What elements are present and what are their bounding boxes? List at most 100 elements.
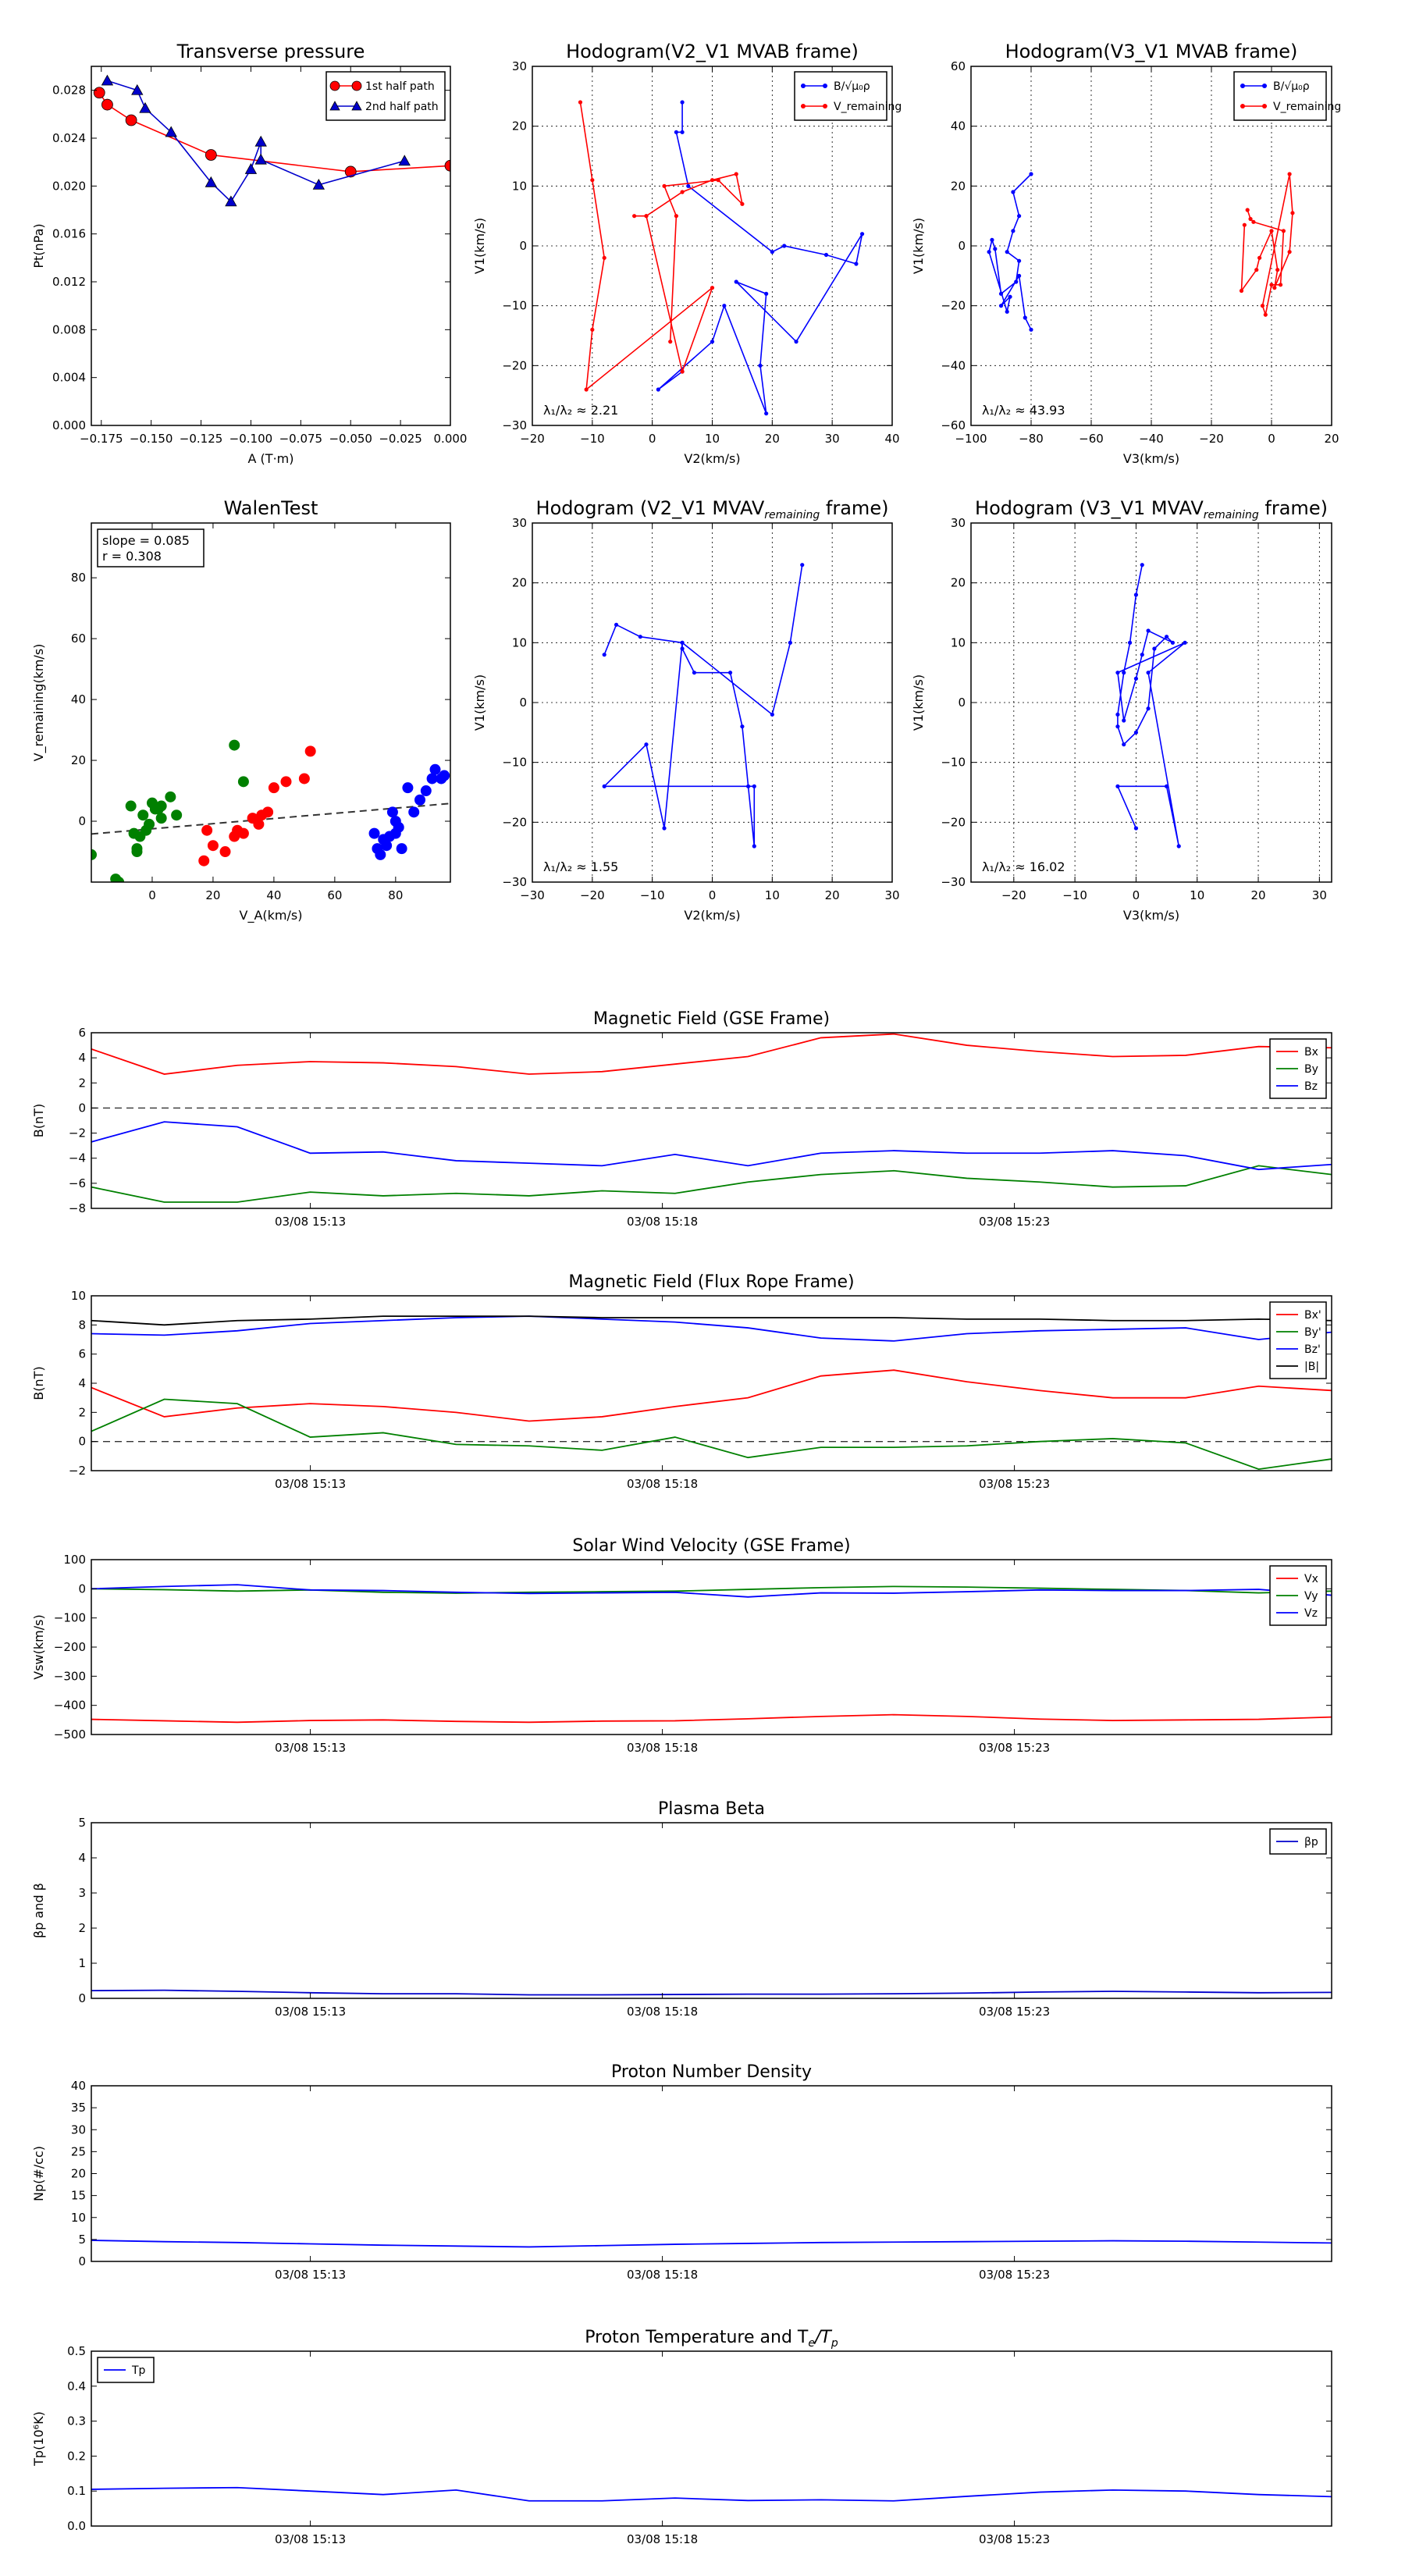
legend-label: Vy [1304, 1590, 1318, 1603]
y-tick-label: 20 [71, 753, 86, 767]
x-tick-label: 30 [884, 888, 899, 902]
data-point [1248, 216, 1253, 222]
legend-label: 1st half path [365, 80, 435, 93]
y-tick-label: 30 [71, 2122, 86, 2137]
x-tick-label: 03/08 15:23 [979, 2268, 1050, 2282]
x-tick-label: 03/08 15:18 [627, 1215, 698, 1229]
y-tick-label: 4 [78, 1051, 86, 1065]
x-axis-label: V3(km/s) [1123, 451, 1179, 466]
data-point [794, 340, 799, 344]
data-point [165, 791, 176, 802]
x-tick-label: −0.075 [279, 432, 323, 446]
y-tick-label: 35 [71, 2101, 86, 2115]
data-point [414, 794, 426, 806]
data-point [396, 843, 407, 855]
x-tick-label: 20 [825, 888, 840, 902]
data-point [680, 100, 685, 105]
x-tick-label: 03/08 15:18 [627, 1477, 698, 1491]
y-tick-label: 1 [78, 1956, 86, 1970]
data-point [854, 262, 859, 266]
data-point [386, 806, 398, 818]
data-point [1115, 784, 1120, 788]
data-point [632, 214, 637, 219]
data-point [1023, 315, 1027, 320]
data-point [91, 849, 97, 860]
y-tick-label: −10 [502, 299, 527, 313]
data-point [225, 195, 237, 207]
legend-marker [1240, 104, 1245, 109]
legend-marker [351, 80, 362, 91]
data-point [254, 153, 267, 165]
legend-marker [1262, 104, 1267, 109]
data-point [770, 250, 774, 254]
y-tick-label: 0 [78, 1991, 86, 2005]
plot-frame [970, 522, 1332, 883]
x-tick-label: 03/08 15:18 [627, 1741, 698, 1755]
y-tick-label: −20 [502, 358, 527, 372]
data-point [1005, 309, 1009, 314]
series-line-0 [603, 564, 803, 847]
data-point [752, 784, 756, 788]
legend-marker [1240, 84, 1245, 88]
data-point [262, 806, 274, 818]
x-tick-label: 20 [1324, 432, 1339, 446]
series-line-Tp [91, 2486, 1332, 2502]
data-point [602, 255, 606, 260]
y-tick-label: 60 [71, 632, 86, 646]
data-point [1122, 718, 1126, 723]
x-tick-label: −20 [520, 432, 545, 446]
data-point [1251, 219, 1256, 224]
y-axis-label: Pt(nPa) [31, 223, 46, 268]
data-point [1122, 742, 1126, 747]
y-tick-label: 2 [78, 1076, 86, 1090]
data-point [662, 183, 667, 188]
chart-title: Proton Temperature and Te/Tp [585, 2328, 838, 2350]
data-point [237, 827, 249, 839]
data-point [1011, 229, 1016, 233]
x-tick-label: 80 [388, 888, 403, 902]
series-line-Bz' [91, 1315, 1332, 1342]
x-tick-label: 03/08 15:23 [979, 1215, 1050, 1229]
data-layer [987, 172, 1295, 332]
x-tick-label: 03/08 15:13 [275, 2268, 346, 2282]
x-tick-label: 03/08 15:18 [627, 2268, 698, 2282]
legend-label: Bx [1304, 1046, 1318, 1059]
y-tick-label: 0.024 [52, 131, 86, 145]
y-tick-label: 0 [78, 2254, 86, 2268]
x-tick-label: −10 [580, 432, 605, 446]
annotation-box [97, 528, 205, 568]
y-tick-label: 0.028 [52, 84, 86, 98]
data-point [1014, 279, 1019, 284]
series-line-βp [91, 1989, 1332, 1996]
chart-title: Magnetic Field (GSE Frame) [593, 1009, 830, 1029]
data-point [1170, 640, 1176, 645]
legend-label: V_remaining [1273, 101, 1341, 113]
y-tick-label: 20 [951, 576, 966, 590]
data-point [444, 159, 450, 172]
chart-title-subscript: remaining [1204, 509, 1259, 521]
y-tick-label: 20 [512, 119, 527, 133]
chart-p4: 0 20 40 60 80 0 20 40 60 80 WalenTest V_A(km/s) V_re… [31, 497, 451, 923]
data-point [131, 84, 144, 95]
y-axis-label: B(nT) [31, 1366, 46, 1400]
data-point [987, 250, 991, 254]
data-point [602, 653, 606, 657]
data-point [746, 784, 751, 788]
data-point [758, 363, 763, 368]
chart-title: Hodogram(V2_V1 MVAB frame) [566, 41, 859, 62]
data-point [584, 387, 589, 392]
data-point [402, 782, 414, 794]
data-point [993, 247, 998, 251]
x-tick-label: 20 [1250, 888, 1265, 902]
data-point [219, 846, 231, 858]
y-tick-label: 0.012 [52, 275, 86, 289]
x-tick-label: −20 [1199, 432, 1224, 446]
data-layer [578, 100, 865, 416]
y-axis-label: V_remaining(km/s) [31, 644, 47, 762]
x-tick-label: −40 [1139, 432, 1164, 446]
y-tick-label: 10 [71, 1289, 86, 1303]
x-tick-label: 40 [266, 888, 281, 902]
data-point [1146, 628, 1151, 633]
data-point [312, 178, 325, 190]
x-axis-label: A (T·m) [248, 451, 294, 466]
